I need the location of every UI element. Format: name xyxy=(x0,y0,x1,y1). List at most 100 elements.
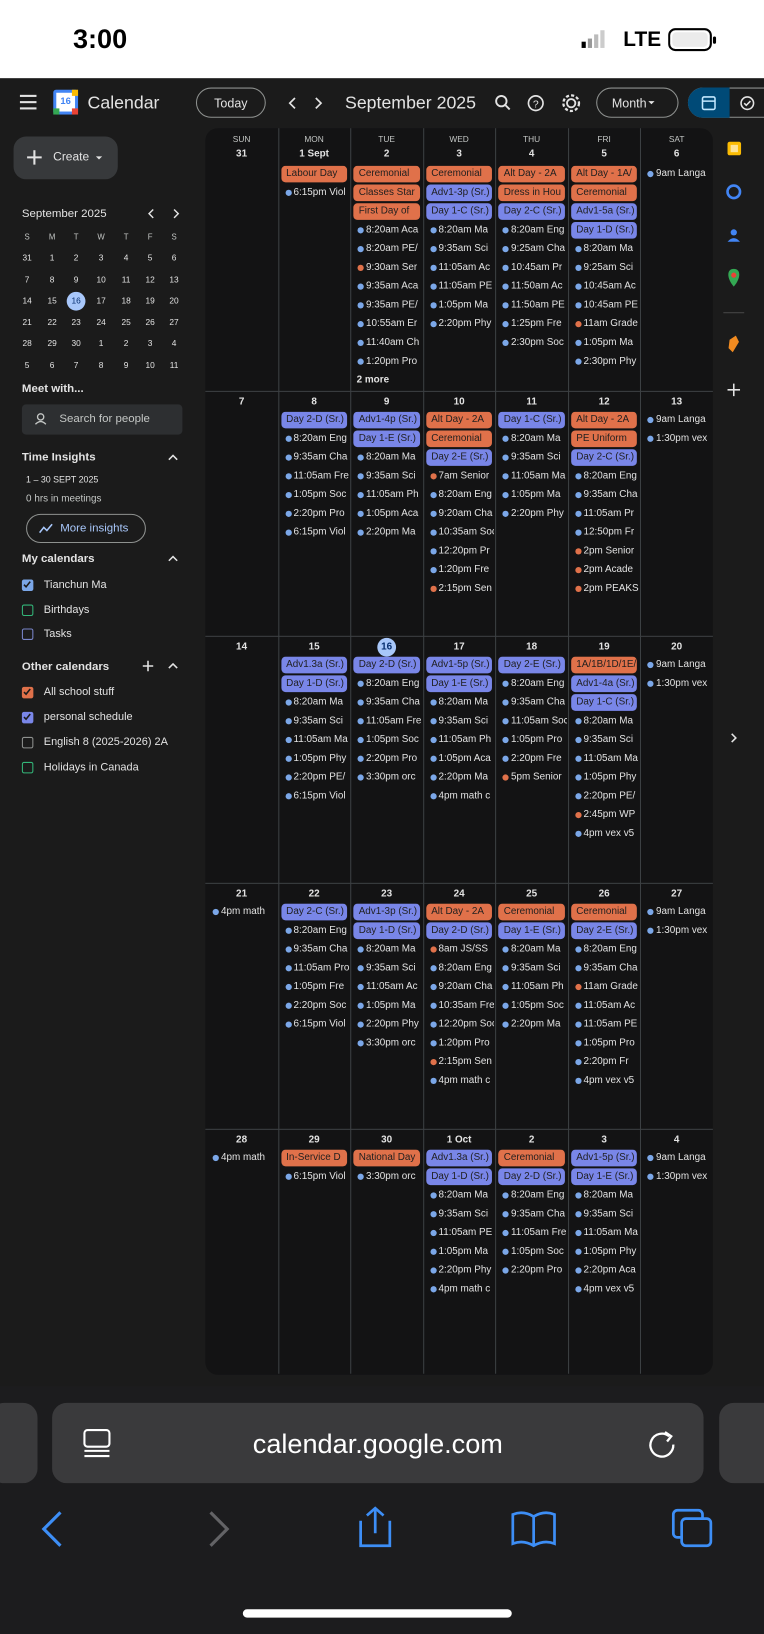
timed-event[interactable]: 4pm math c xyxy=(424,1073,494,1090)
day-cell[interactable]: 9am Langa xyxy=(641,166,711,391)
all-day-event[interactable]: PE Uniform xyxy=(571,430,638,448)
day-number[interactable]: 31 xyxy=(236,148,248,160)
day-number[interactable]: 21 xyxy=(236,888,248,900)
mini-day[interactable]: 5 xyxy=(147,253,153,263)
timed-event[interactable]: 11:50am Ac xyxy=(496,278,566,295)
day-number[interactable]: 30 xyxy=(381,1134,393,1146)
timed-event[interactable]: 2:20pm Ma xyxy=(496,1016,566,1033)
mini-day[interactable]: 4 xyxy=(123,253,129,263)
timed-event[interactable]: 3:30pm orc xyxy=(351,1168,421,1185)
calendar-checkbox[interactable] xyxy=(21,628,34,640)
timed-event[interactable]: 4pm math c xyxy=(424,1281,494,1298)
all-day-event[interactable]: Day 2-C (Sr.) xyxy=(571,449,638,466)
all-day-event[interactable]: Day 2-D (Sr.) xyxy=(353,656,420,674)
timed-event[interactable]: 10:55am Er xyxy=(351,316,421,333)
mini-day[interactable]: 18 xyxy=(121,296,131,306)
all-day-event[interactable]: Day 1-E (Sr.) xyxy=(353,430,420,448)
timed-event[interactable]: 9am Langa xyxy=(641,1150,711,1167)
day-cell[interactable]: 9am Langa 1:30pm vex xyxy=(641,412,711,636)
mini-day[interactable]: 16 xyxy=(71,296,81,306)
timed-event[interactable]: 2:20pm Ma xyxy=(351,524,421,541)
day-cell[interactable]: 4pm math xyxy=(206,1150,276,1374)
timed-event[interactable]: 11:05am Soc xyxy=(496,713,567,730)
day-number[interactable]: 26 xyxy=(598,888,610,900)
timed-event[interactable]: 8:20am Eng xyxy=(424,960,494,977)
calendar-checkbox[interactable] xyxy=(21,736,34,749)
timed-event[interactable]: 1:05pm Soc xyxy=(496,997,566,1014)
timed-event[interactable]: 4pm vex v5 xyxy=(569,1281,639,1298)
timed-event[interactable]: 1:30pm vex xyxy=(641,922,711,939)
timed-event[interactable]: 4pm math xyxy=(206,904,276,921)
day-number[interactable]: 4 xyxy=(673,1134,680,1146)
timed-event[interactable]: 8:20am Eng xyxy=(569,941,639,958)
day-cell[interactable]: 1A/1B/1D/1E/Adv1-4a (Sr.) Day 1-C (Sr.) 8:… xyxy=(569,656,639,883)
day-number[interactable]: 19 xyxy=(598,641,610,653)
timed-event[interactable]: 10:35am Soc xyxy=(424,524,494,541)
timed-event[interactable]: 11:05am Pro xyxy=(279,960,349,977)
timed-event[interactable]: 9:35am Cha xyxy=(496,694,566,711)
other-calendars-actions[interactable] xyxy=(141,659,183,674)
timed-event[interactable]: 8:20am Eng xyxy=(279,430,349,447)
timed-event[interactable]: 2:30pm Soc xyxy=(496,335,566,352)
mini-day[interactable]: 24 xyxy=(96,317,106,328)
all-day-event[interactable]: Day 1-E (Sr.) xyxy=(498,922,565,940)
timed-event[interactable]: 9am Langa xyxy=(641,904,711,921)
day-cell[interactable]: National Day 3:30pm orc xyxy=(351,1149,421,1374)
all-day-event[interactable]: Ceremonial xyxy=(571,184,638,202)
timed-event[interactable]: 1:25pm Fre xyxy=(496,316,566,333)
timed-event[interactable]: 9:35am Sci xyxy=(569,732,639,749)
timed-event[interactable]: 8:20am Ma xyxy=(351,941,421,958)
timed-event[interactable]: 9:35am Aca xyxy=(351,278,421,295)
all-day-event[interactable]: Alt Day - 2A xyxy=(425,411,493,429)
day-number[interactable]: 2 xyxy=(383,148,390,160)
day-cell[interactable] xyxy=(206,166,276,391)
timed-event[interactable]: 11:05am Fre xyxy=(351,713,421,730)
timed-event[interactable]: 6:15pm Viol xyxy=(279,788,349,805)
timed-event[interactable]: 9:20am Cha xyxy=(424,979,494,996)
timed-event[interactable]: 4pm math xyxy=(206,1150,276,1167)
timed-event[interactable]: 1:05pm Phy xyxy=(569,769,639,786)
timed-event[interactable]: 1:05pm Ma xyxy=(351,997,421,1014)
day-cell[interactable] xyxy=(206,412,276,636)
mini-day[interactable]: 30 xyxy=(71,339,81,349)
mini-day[interactable]: 9 xyxy=(123,360,129,371)
mini-day[interactable]: 22 xyxy=(47,317,57,328)
timed-event[interactable]: 1:20pm Pro xyxy=(424,1035,494,1052)
timed-event[interactable]: 1:20pm Fre xyxy=(424,562,494,579)
all-day-event[interactable]: Day 1-D (Sr.) xyxy=(425,1168,493,1186)
timed-event[interactable]: 10:35am Fre xyxy=(424,997,494,1014)
day-cell[interactable]: Ceremonial Adv1-3p (Sr.) Day 1-C (Sr.) 8:20… xyxy=(424,165,494,391)
timed-event[interactable]: 12:20pm Pr xyxy=(424,543,494,560)
timed-event[interactable]: 8am JS/SS xyxy=(424,941,494,958)
day-cell[interactable]: Adv1-3p (Sr.) Day 1-D (Sr.) 8:20am Ma 9:35a… xyxy=(351,903,421,1129)
all-day-event[interactable]: Alt Day - 2A xyxy=(571,411,638,429)
timed-event[interactable]: 8:20am Ma xyxy=(569,241,639,258)
mini-day[interactable]: 8 xyxy=(49,274,55,285)
menu-icon[interactable] xyxy=(19,94,39,111)
mini-day[interactable]: 3 xyxy=(98,253,104,263)
all-day-event[interactable]: Day 2-D (Sr.) xyxy=(498,1168,565,1186)
timed-event[interactable]: 9:25am Cha xyxy=(496,241,566,258)
timed-event[interactable]: 1:05pm Pro xyxy=(496,732,566,749)
day-number[interactable]: 11 xyxy=(526,396,537,408)
timed-event[interactable]: 11:05am Pr xyxy=(569,506,639,523)
day-number[interactable]: 7 xyxy=(238,396,245,408)
day-number[interactable]: 8 xyxy=(311,396,317,408)
timed-event[interactable]: 9:35am Cha xyxy=(351,694,421,711)
mini-day[interactable]: 5 xyxy=(24,360,30,371)
day-cell[interactable]: Adv1-5p (Sr.) Day 1-E (Sr.) 8:20am Ma 9:35a… xyxy=(569,1149,639,1374)
timed-event[interactable]: 1:30pm vex xyxy=(641,675,711,692)
timed-event[interactable]: 1:05pm Fre xyxy=(279,979,349,996)
timed-event[interactable]: 6:15pm Viol xyxy=(279,1016,349,1033)
day-number[interactable]: 18 xyxy=(526,641,538,653)
mini-day[interactable]: 20 xyxy=(169,296,179,306)
all-day-event[interactable]: Classes Star xyxy=(353,184,420,202)
all-day-event[interactable]: First Day of xyxy=(353,203,420,220)
all-day-event[interactable]: Ceremonial xyxy=(571,903,638,921)
timed-event[interactable]: 8:20am Aca xyxy=(351,222,421,239)
timed-event[interactable]: 9:35am Sci xyxy=(496,960,566,977)
all-day-event[interactable]: Adv1-3p (Sr.) xyxy=(353,903,420,921)
reload-icon[interactable] xyxy=(646,1428,679,1461)
day-number[interactable]: 16 xyxy=(381,641,393,653)
all-day-event[interactable]: Day 1-C (Sr.) xyxy=(498,411,565,429)
